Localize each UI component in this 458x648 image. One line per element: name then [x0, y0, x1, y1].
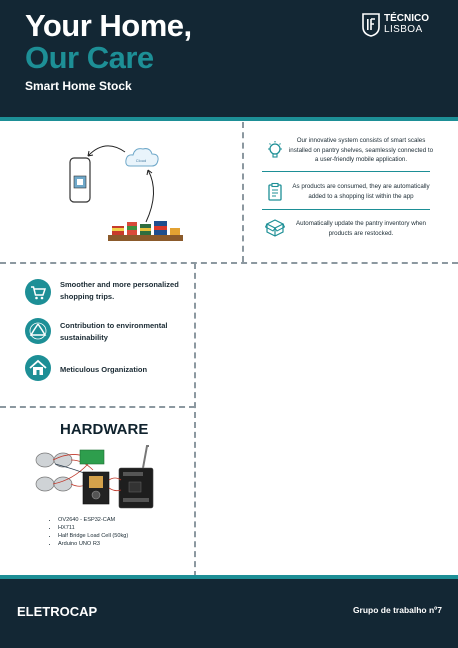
feature-text-1: Our innovative system consists of smart … — [288, 137, 434, 163]
benefit-text-3: Meticulous Organization — [60, 365, 148, 374]
benefit-text-1: Smoother and more personalized shopping … — [60, 280, 179, 301]
hardware-illustration — [35, 445, 154, 509]
footer-group: Grupo de trabalho nº7 — [352, 605, 442, 615]
feature-text-2: As products are consumed, they are autom… — [292, 183, 430, 200]
benefit-text-2: Contribution to environmental sustainabi… — [60, 321, 168, 342]
arrow-cloud-to-phone — [87, 145, 126, 157]
hardware-item: HX711 — [58, 524, 128, 532]
box-update-icon — [265, 219, 285, 237]
subtitle: Smart Home Stock — [25, 79, 132, 93]
cloud-label: Cloud — [136, 158, 146, 163]
hardware-list: OV2640 - ESP32-CAM HX711 Half Bridge Loa… — [50, 516, 128, 548]
system-diagram: Cloud — [69, 145, 183, 241]
header-banner: Your Home, Our Care Smart Home Stock TÉC… — [0, 0, 458, 117]
divider-vertical-bottom — [194, 263, 196, 577]
arrow-shelf-to-cloud — [145, 169, 154, 223]
logo-text: TÉCNICO LISBOA — [384, 13, 429, 35]
recycle-icon — [25, 318, 51, 344]
tecnico-lisboa-logo: TÉCNICO LISBOA — [362, 12, 442, 42]
cloud-icon — [125, 148, 159, 167]
footer-brand: ELETROCAP — [17, 604, 98, 619]
hardware-item: OV2640 - ESP32-CAM — [58, 516, 128, 524]
hardware-item: Arduino UNO R3 — [58, 540, 128, 548]
hardware-title: HARDWARE — [60, 421, 149, 438]
feature-divider-2 — [262, 209, 430, 210]
title-line-2: Our Care — [25, 40, 154, 75]
divider-vertical-top — [242, 122, 244, 262]
esp32-cam-board — [82, 471, 110, 505]
clipboard-list-icon — [268, 182, 282, 201]
lightbulb-icon — [268, 141, 282, 158]
footer-accent-bar — [0, 575, 458, 579]
hx711-board — [79, 449, 105, 465]
footer-banner: ELETROCAP Grupo de trabalho nº7 — [0, 579, 458, 648]
title-line-1: Your Home, — [25, 8, 192, 43]
divider-horizontal-left — [0, 406, 195, 408]
logo-line-2: LISBOA — [384, 24, 423, 35]
header-accent-bar — [0, 117, 458, 121]
arduino-uno-board — [118, 445, 154, 509]
feature-divider-1 — [262, 171, 430, 172]
divider-horizontal-middle — [0, 262, 458, 264]
phone-icon — [69, 157, 91, 203]
feature-text-3: Automatically update the pantry inventor… — [295, 220, 426, 237]
home-icon — [25, 355, 51, 381]
ist-logo-icon — [362, 13, 380, 37]
load-cell-icon — [35, 452, 73, 492]
pantry-shelf-illustration — [108, 221, 183, 241]
hardware-item: Half Bridge Load Cell (50kg) — [58, 532, 128, 540]
shopping-cart-icon — [25, 279, 51, 305]
logo-line-1: TÉCNICO — [384, 13, 429, 24]
